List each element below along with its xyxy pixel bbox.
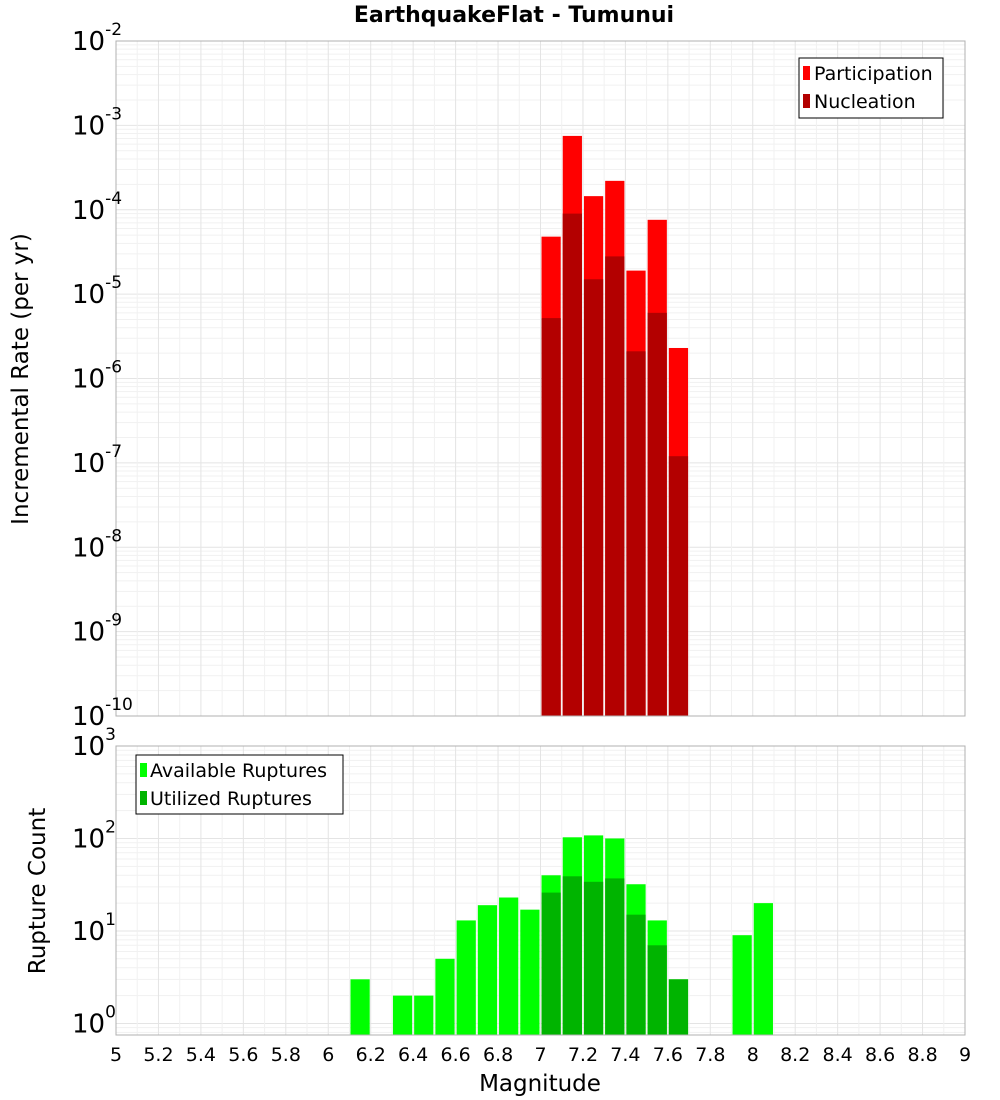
available-ruptures-bar: [435, 958, 455, 1035]
utilized-ruptures-bar: [562, 876, 582, 1035]
x-tick-label: 6: [322, 1044, 334, 1066]
legend-label-participation: Participation: [814, 63, 933, 85]
legend-swatch-nucleation: [803, 94, 810, 108]
y-tick-label: 101: [72, 910, 116, 947]
available-ruptures-bar: [477, 905, 498, 1035]
y-tick-label: 10-8: [72, 526, 122, 563]
nucleation-bar: [668, 456, 689, 716]
available-ruptures-bar: [350, 979, 370, 1035]
available-ruptures-bar: [753, 903, 773, 1035]
count-plot-y-label: Rupture Count: [25, 808, 51, 974]
rate-plot-legend: Participation Nucleation: [798, 57, 944, 119]
chart-title: EarthquakeFlat - Tumunui: [354, 3, 674, 28]
x-tick-label: 5.4: [186, 1044, 216, 1066]
x-tick-label: 7.8: [695, 1044, 725, 1066]
x-tick-label: 6.2: [356, 1044, 386, 1066]
y-tick-label: 10-6: [72, 358, 122, 395]
rate-plot-bars: [541, 135, 689, 717]
x-tick-label: 8.2: [780, 1044, 810, 1066]
y-tick-label: 10-2: [72, 20, 122, 57]
nucleation-bar: [605, 256, 625, 716]
x-tick-label: 8.6: [865, 1044, 895, 1066]
count-plot-bars: [350, 835, 773, 1035]
x-tick-label: 7.4: [610, 1044, 640, 1066]
utilized-ruptures-bar: [583, 881, 604, 1035]
nucleation-bar: [541, 318, 561, 716]
available-ruptures-bar: [456, 920, 476, 1035]
available-ruptures-bar: [499, 897, 519, 1035]
x-tick-label: 6.4: [398, 1044, 428, 1066]
y-tick-label: 102: [72, 817, 116, 854]
utilized-ruptures-bar: [668, 979, 689, 1035]
legend-box: [798, 57, 944, 119]
y-tick-label: 10-7: [72, 442, 122, 479]
x-tick-label: 7: [534, 1044, 546, 1066]
utilized-ruptures-bar: [605, 878, 625, 1035]
x-tick-label: 5.2: [143, 1044, 173, 1066]
utilized-ruptures-bar: [647, 945, 667, 1035]
legend-box: [135, 754, 344, 815]
available-ruptures-bar: [732, 935, 752, 1035]
rate-plot-frame: [115, 40, 966, 717]
available-ruptures-bar: [414, 995, 434, 1035]
legend-label-utilized: Utilized Ruptures: [150, 788, 312, 810]
rate-plot-y-label: Incremental Rate (per yr): [8, 233, 34, 525]
x-tick-label: 6.6: [440, 1044, 470, 1066]
x-tick-label: 6.8: [483, 1044, 513, 1066]
x-tick-label: 5.6: [228, 1044, 258, 1066]
legend-label-available: Available Ruptures: [150, 760, 327, 782]
utilized-ruptures-bar: [626, 914, 646, 1035]
available-ruptures-bar: [392, 995, 413, 1035]
x-tick-label: 9: [959, 1044, 971, 1066]
y-tick-label: 100: [72, 1002, 116, 1039]
rate-plot-y-ticks: 10-10 10-9 10-8 10-7 10-6 10-5 10-4 10-3 10-2: [72, 20, 133, 732]
y-tick-label: 10-3: [72, 104, 122, 141]
x-tick-label: 8: [747, 1044, 759, 1066]
legend-swatch-available: [140, 763, 147, 777]
y-tick-label: 10-10: [72, 695, 133, 732]
count-plot-frame: [115, 745, 966, 1036]
nucleation-bar: [626, 351, 646, 716]
y-tick-label: 10-4: [72, 189, 122, 226]
legend-swatch-utilized: [140, 791, 147, 805]
x-tick-label: 7.2: [568, 1044, 598, 1066]
x-axis-label: Magnitude: [479, 1071, 601, 1097]
nucleation-bar: [562, 213, 582, 717]
x-tick-label: 8.4: [823, 1044, 853, 1066]
x-tick-label: 8.8: [907, 1044, 937, 1066]
y-tick-label: 10-5: [72, 273, 122, 310]
available-ruptures-bar: [520, 909, 540, 1035]
nucleation-bar: [583, 279, 604, 716]
x-tick-label: 7.6: [653, 1044, 683, 1066]
legend-label-nucleation: Nucleation: [814, 91, 916, 113]
rate-plot-grid: [115, 41, 966, 717]
utilized-ruptures-bar: [541, 892, 561, 1035]
count-plot-grid: [115, 746, 966, 1035]
x-axis-ticks: 5 5.2 5.4 5.6 5.8 6 6.2 6.4 6.6 6.8 7 7.2 7.4 7.6 7.8 8…: [110, 1044, 971, 1066]
count-plot-legend: Available Ruptures Utilized Ruptures: [135, 754, 344, 815]
y-tick-label: 10-9: [72, 611, 122, 648]
nucleation-bar: [647, 312, 667, 716]
x-tick-label: 5.8: [271, 1044, 301, 1066]
legend-swatch-participation: [803, 66, 810, 80]
x-tick-label: 5: [110, 1044, 122, 1066]
